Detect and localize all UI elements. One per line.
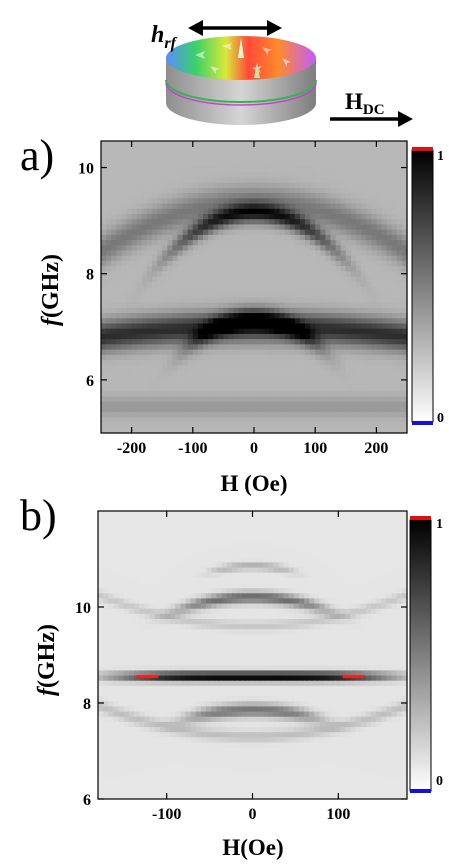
- y-tick-label-a: 8: [86, 267, 94, 284]
- x-tick-label-a: -100: [178, 440, 207, 457]
- colorbar-a-max-label: 1: [437, 149, 444, 164]
- hrf-arrow: [188, 20, 282, 36]
- colorbar-b: 1 0: [409, 516, 443, 793]
- colorbar-b-min-mark: [410, 789, 431, 793]
- x-axis-label-a: H (Oe): [220, 471, 287, 496]
- x-tick-label-a: 100: [303, 440, 327, 457]
- vortex-core: [238, 38, 244, 58]
- hdc-label: HDC: [345, 89, 385, 118]
- x-tick-label-b: -100: [152, 806, 181, 823]
- colorbar-a-min-label: 0: [437, 411, 444, 426]
- heatmap-a-cells: [101, 141, 408, 434]
- colorbar-a-max-mark: [412, 147, 433, 151]
- heatmap-panel-b: -100 0 100 6 8 10: [75, 510, 408, 823]
- colorbar-a-min-mark: [412, 421, 433, 425]
- y-tick-label-a: 6: [86, 373, 94, 390]
- x-tick-label-b: 100: [326, 806, 350, 823]
- y-axis-label-a: f(GHz): [38, 254, 64, 326]
- x-axis-label-b: H(Oe): [222, 835, 283, 860]
- hdc-arrow: [330, 111, 413, 127]
- hrf-label: hrf: [151, 22, 178, 52]
- y-axis-label-b: f(GHz): [34, 624, 60, 696]
- x-tick-label-a: 200: [364, 440, 388, 457]
- panel-b-label: b): [20, 491, 57, 540]
- disk-layer-line: [165, 79, 317, 103]
- x-tick-label-b: 0: [249, 806, 257, 823]
- y-tick-label-b: 10: [75, 600, 91, 617]
- y-tick-label-b: 6: [83, 792, 91, 809]
- colorbar-b-max-mark: [410, 516, 431, 520]
- colorbar-b-max-label: 1: [436, 517, 443, 532]
- x-tick-label-a: -200: [117, 440, 146, 457]
- disk-illustration: [165, 36, 317, 125]
- x-tick-label-a: 0: [250, 440, 258, 457]
- colorbar-a: 1 0: [411, 147, 444, 426]
- colorbar-b-min-label: 0: [436, 774, 443, 789]
- y-tick-label-a: 10: [78, 161, 94, 178]
- panel-a-label: a): [20, 131, 54, 180]
- heatmap-b-cells: [98, 511, 408, 800]
- y-tick-label-b: 8: [83, 696, 91, 713]
- heatmap-panel-a: -200 -100 0 100 200 6 8 10: [78, 140, 408, 457]
